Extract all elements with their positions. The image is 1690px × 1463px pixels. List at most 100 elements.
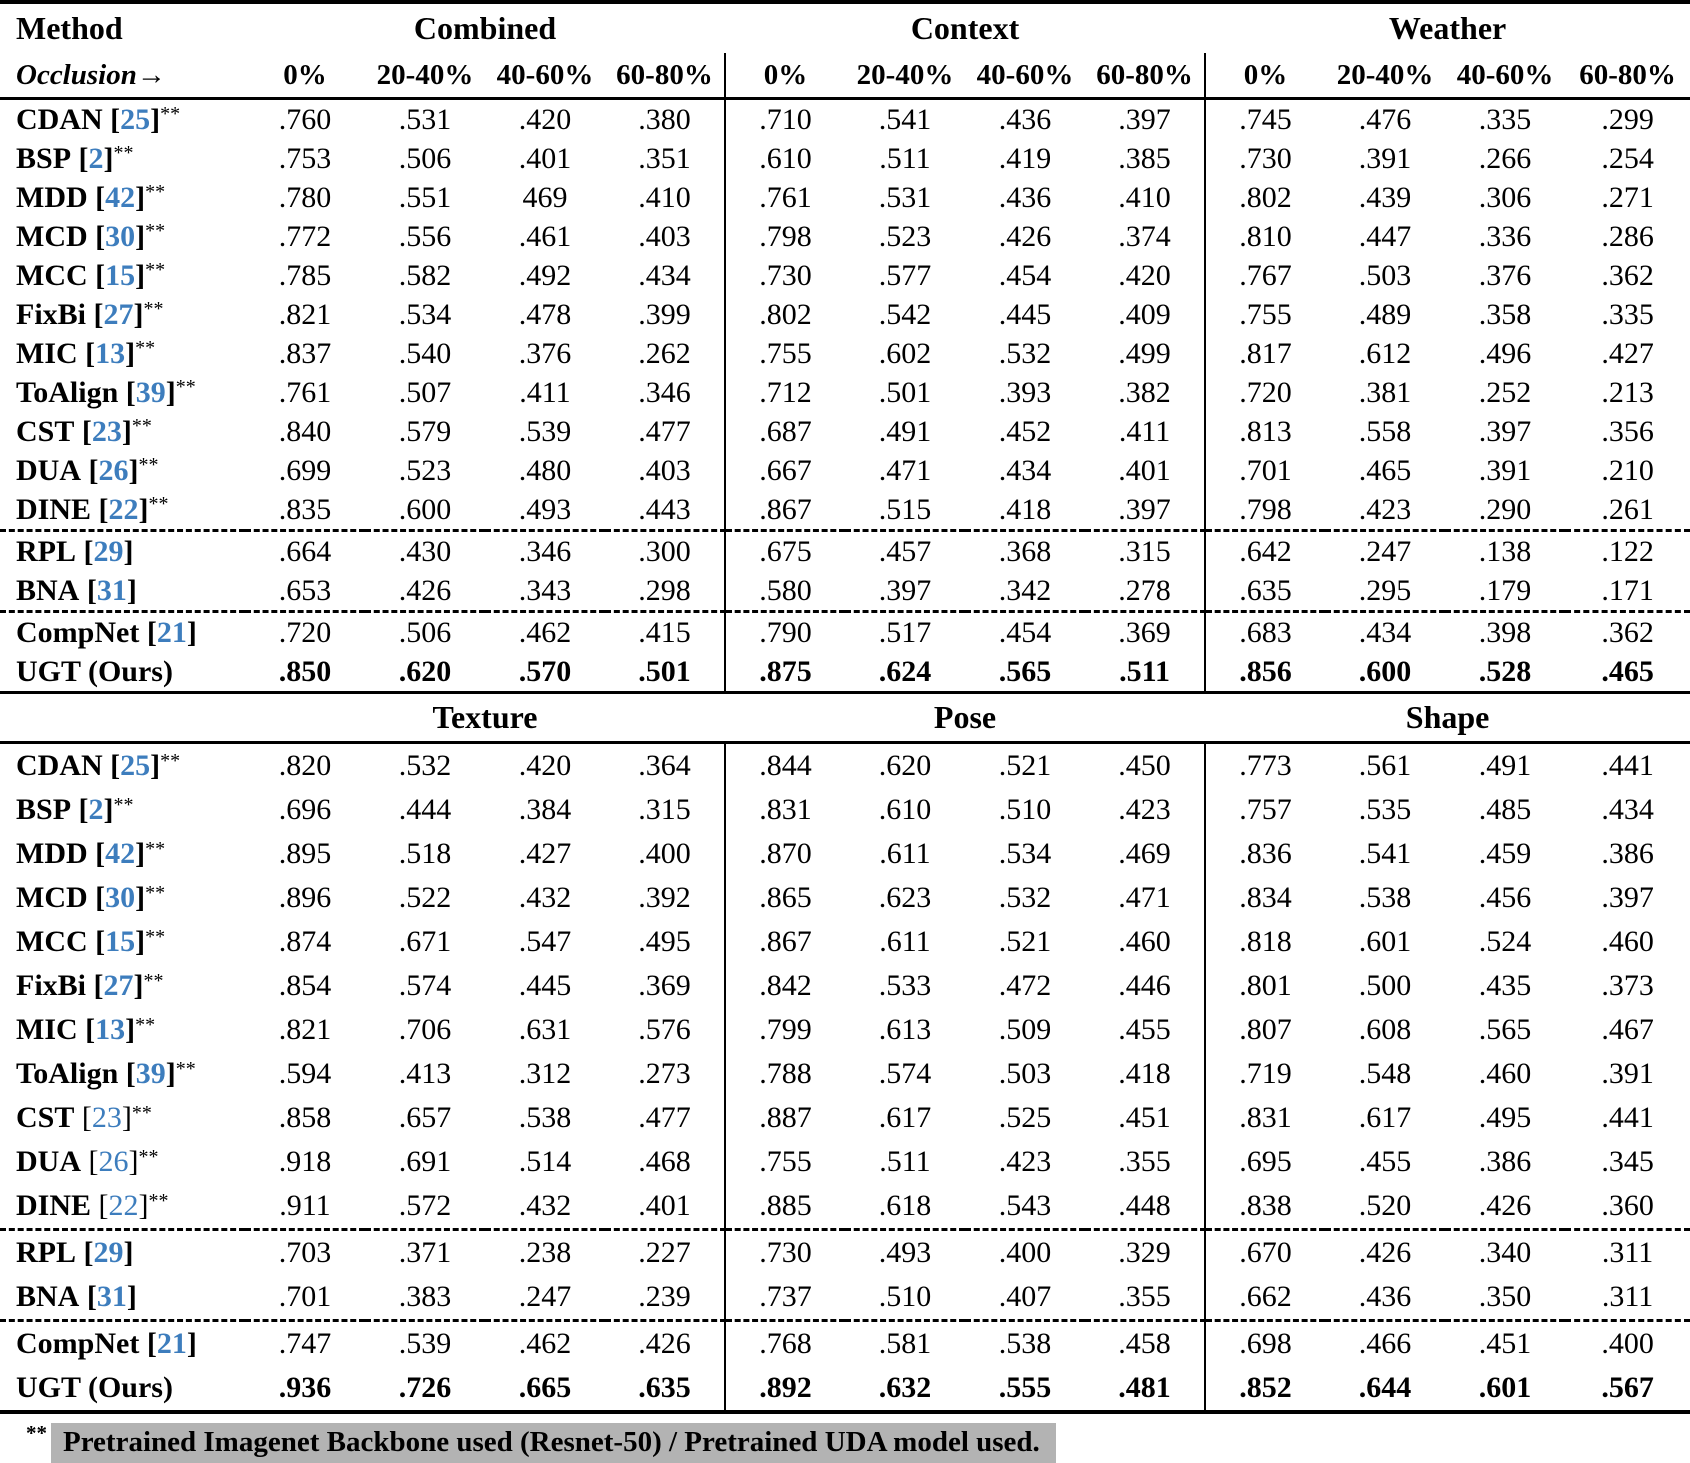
value-cell: .635 <box>1204 571 1326 612</box>
citation-bracket: [13] <box>77 1013 136 1046</box>
value-cell: .600 <box>398 492 452 526</box>
pct-header-60-80: 60-80% <box>1085 53 1206 100</box>
value-cell: .213 <box>1601 375 1654 409</box>
citation-ref[interactable]: 29 <box>93 534 124 568</box>
citation-bracket: [30] <box>87 219 146 253</box>
value-cell: .867 <box>724 490 845 531</box>
value-cell: .491 <box>1478 749 1532 782</box>
citation-ref[interactable]: 42 <box>105 180 136 214</box>
value-cell: .514 <box>518 1145 572 1178</box>
value-cell: .785 <box>278 258 332 292</box>
citation-ref[interactable]: 27 <box>103 969 134 1002</box>
value-cell: .501 <box>878 375 932 409</box>
method-cell: FixBi [27]** <box>0 295 245 334</box>
value-cell: .397 <box>878 573 932 607</box>
table-row-dine: DINE [22]** .911 .572 .432 .401 .885 .618 .543.… <box>0 1184 1690 1230</box>
citation-ref[interactable]: 21 <box>156 615 187 649</box>
citation-bracket: [29] <box>76 1236 134 1269</box>
value-cell: .506 <box>365 610 485 652</box>
method-name: BNA <box>16 1280 80 1313</box>
results-table: Method Combined Context Weather Occlusion→ 0%… <box>0 0 1690 1414</box>
table-row-ugt-ours: UGT (Ours) .936.726.665.635.892.632.555.4… <box>0 1366 1690 1414</box>
method-name: DUA <box>16 453 81 487</box>
value-cell: .420 <box>1118 258 1171 292</box>
value-cell: .577 <box>878 258 932 292</box>
value-cell: .885 <box>724 1184 845 1230</box>
value-cell: .683 <box>1204 610 1326 652</box>
value-cell: .455 <box>1358 1145 1412 1178</box>
value-cell: .730 <box>724 1228 845 1275</box>
value-cell: .642 <box>1204 529 1326 571</box>
value-cell: .635 <box>605 1366 725 1414</box>
citation-ref[interactable]: 22 <box>108 492 139 526</box>
citation-ref[interactable]: 13 <box>95 1013 126 1046</box>
citation-ref[interactable]: 2 <box>88 793 104 826</box>
double-asterisk-marker: ** <box>175 1057 196 1080</box>
value-cell: .810 <box>1204 217 1326 256</box>
value-cell: .458 <box>1085 1319 1206 1366</box>
value-cell: .506 <box>398 141 452 175</box>
value-cell: .538 <box>965 1319 1085 1366</box>
value-cell: .356 <box>1601 414 1654 448</box>
value-cell: .561 <box>1358 749 1412 782</box>
citation-ref[interactable]: 26 <box>98 453 129 487</box>
value-cell: .415 <box>605 610 725 652</box>
value-cell: .266 <box>1478 141 1532 175</box>
value-cell: .362 <box>1601 258 1654 292</box>
citation-bracket: [22] <box>91 1189 149 1222</box>
citation-ref[interactable]: 23 <box>91 1101 122 1134</box>
citation-ref[interactable]: 31 <box>96 573 127 607</box>
citation-ref[interactable]: 39 <box>135 375 166 409</box>
value-cell: .401 <box>518 141 572 175</box>
citation-ref[interactable]: 23 <box>91 414 122 448</box>
method-name: DUA <box>16 1145 81 1178</box>
value-cell: .369 <box>1085 610 1206 652</box>
value-cell: .385 <box>1118 141 1171 175</box>
value-cell: .662 <box>1204 1275 1326 1321</box>
value-cell: .306 <box>1478 180 1532 214</box>
citation-ref[interactable]: 31 <box>96 1280 127 1313</box>
citation-ref[interactable]: 15 <box>105 258 136 292</box>
value-cell: .790 <box>724 610 845 652</box>
value-cell: .386 <box>1601 837 1654 870</box>
value-cell: .300 <box>605 529 725 571</box>
value-cell: .485 <box>1478 793 1532 826</box>
value-cell: .767 <box>1204 256 1326 295</box>
value-cell: .427 <box>1601 336 1654 370</box>
citation-ref[interactable]: 42 <box>105 837 136 870</box>
citation-ref[interactable]: 2 <box>88 141 104 175</box>
value-cell: .368 <box>965 529 1085 571</box>
citation-ref[interactable]: 30 <box>105 219 136 253</box>
citation-ref[interactable]: 39 <box>135 1057 166 1090</box>
value-cell: .397 <box>1601 881 1654 914</box>
value-cell: .391 <box>1601 1057 1654 1090</box>
value-cell: .698 <box>1204 1319 1326 1366</box>
value-cell: .445 <box>518 969 572 1002</box>
value-cell: .369 <box>638 969 691 1002</box>
value-cell: .122 <box>1565 529 1690 571</box>
pct-header-0: 0% <box>724 53 845 100</box>
citation-ref[interactable]: 25 <box>120 102 151 136</box>
citation-ref[interactable]: 22 <box>108 1189 139 1222</box>
method-cell: DUA [26]** <box>0 451 245 490</box>
citation-ref[interactable]: 15 <box>105 925 136 958</box>
value-cell: .459 <box>1478 837 1532 870</box>
method-cell: RPL [29] <box>0 1228 245 1275</box>
table-row-mcd: MCD [30]** .896 .522 .432 .392 .865 .623 .532 .4… <box>0 876 1690 920</box>
citation-ref[interactable]: 30 <box>105 881 136 914</box>
citation-ref[interactable]: 26 <box>98 1145 129 1178</box>
table-row-dua: DUA [26]** .699 .523 .480 .403 .667 .471 .434 .4… <box>0 451 1690 490</box>
citation-ref[interactable]: 21 <box>156 1327 187 1360</box>
pct-header-40-60: 40-60% <box>965 53 1085 100</box>
value-cell: .719 <box>1204 1052 1326 1096</box>
method-name: MDD <box>16 180 88 214</box>
citation-ref[interactable]: 13 <box>95 336 126 370</box>
citation-ref[interactable]: 27 <box>103 297 134 331</box>
table-header-row: Method Combined Context Weather <box>0 2 1690 53</box>
value-cell: .460 <box>1601 925 1654 958</box>
citation-ref[interactable]: 25 <box>120 749 151 782</box>
citation-ref[interactable]: 29 <box>93 1236 124 1269</box>
value-cell: .384 <box>518 793 572 826</box>
method-cell: MCC [15]** <box>0 920 245 964</box>
value-cell: .858 <box>278 1101 332 1134</box>
